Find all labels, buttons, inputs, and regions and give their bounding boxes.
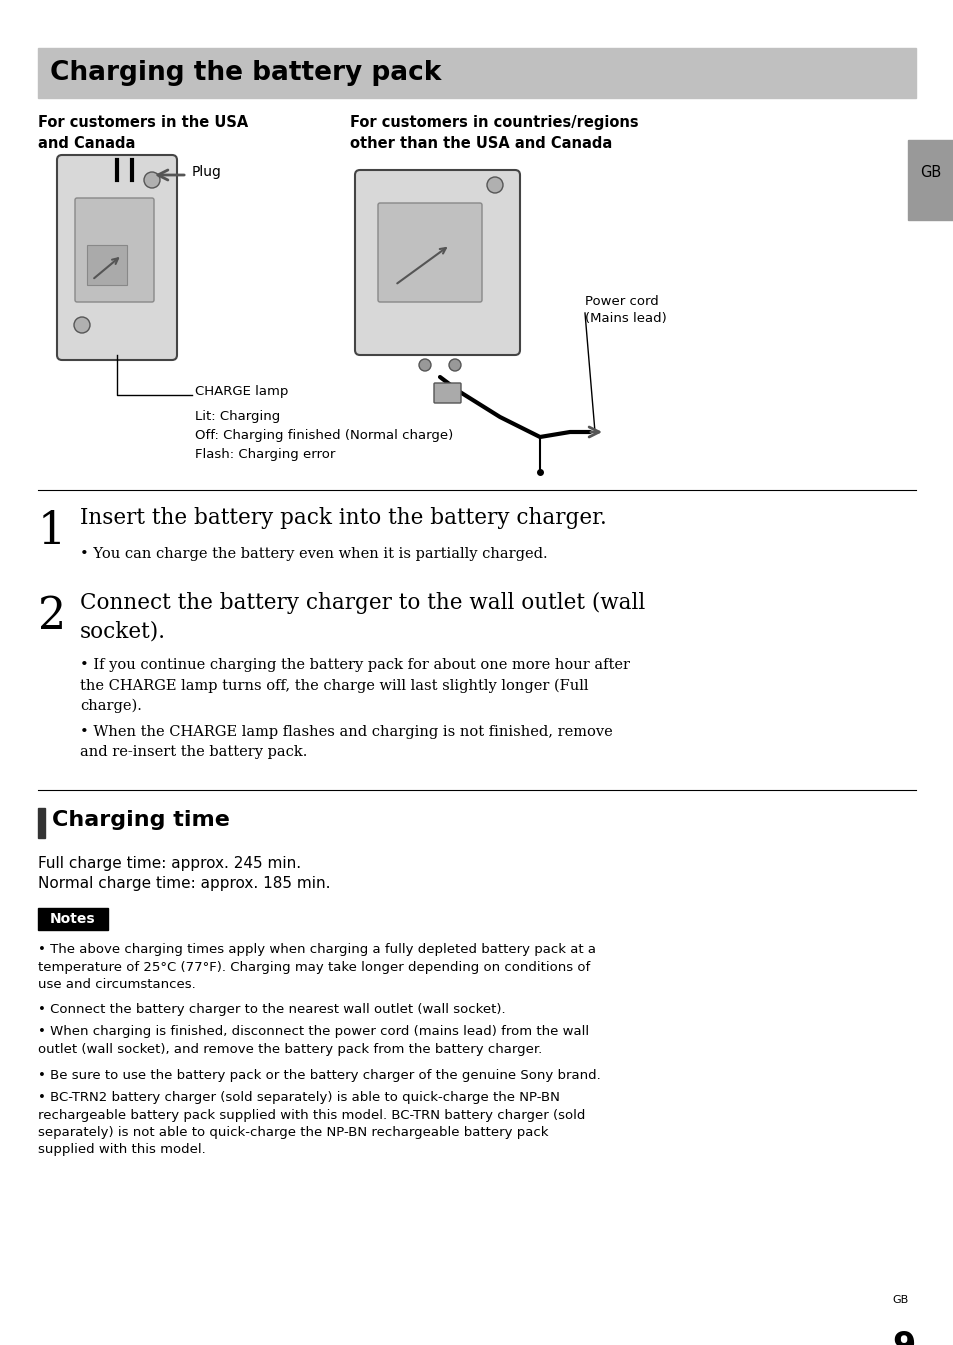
Bar: [38, 908, 108, 929]
Text: • The above charging times apply when charging a fully depleted battery pack at : • The above charging times apply when ch…: [38, 943, 596, 991]
Text: Off: Charging finished (Normal charge): Off: Charging finished (Normal charge): [194, 429, 453, 443]
Text: CHARGE lamp: CHARGE lamp: [194, 385, 288, 398]
Circle shape: [144, 172, 160, 188]
Polygon shape: [87, 245, 127, 285]
Text: 2: 2: [38, 594, 66, 638]
Text: Charging the battery pack: Charging the battery pack: [50, 61, 441, 86]
Text: • When the CHARGE lamp flashes and charging is not finished, remove
and re-inser: • When the CHARGE lamp flashes and charg…: [80, 725, 612, 759]
FancyBboxPatch shape: [75, 198, 153, 303]
Text: Connect the battery charger to the wall outlet (wall
socket).: Connect the battery charger to the wall …: [80, 592, 644, 642]
FancyBboxPatch shape: [355, 169, 519, 355]
Text: Full charge time: approx. 245 min.: Full charge time: approx. 245 min.: [38, 855, 301, 872]
Text: • Connect the battery charger to the nearest wall outlet (wall socket).: • Connect the battery charger to the nea…: [38, 1003, 505, 1015]
Text: • When charging is finished, disconnect the power cord (mains lead) from the wal: • When charging is finished, disconnect …: [38, 1025, 589, 1056]
Circle shape: [486, 178, 502, 192]
FancyBboxPatch shape: [434, 383, 460, 404]
Text: • You can charge the battery even when it is partially charged.: • You can charge the battery even when i…: [80, 547, 547, 561]
Text: Power cord
(Mains lead): Power cord (Mains lead): [584, 295, 666, 325]
FancyBboxPatch shape: [377, 203, 481, 303]
Circle shape: [418, 359, 431, 371]
Text: Normal charge time: approx. 185 min.: Normal charge time: approx. 185 min.: [38, 876, 330, 890]
Text: GB: GB: [919, 165, 941, 180]
Text: Lit: Charging: Lit: Charging: [194, 410, 280, 422]
Text: 9: 9: [891, 1330, 914, 1345]
Text: Charging time: Charging time: [52, 810, 230, 830]
Text: For customers in countries/regions
other than the USA and Canada: For customers in countries/regions other…: [350, 116, 638, 151]
Text: • BC-TRN2 battery charger (sold separately) is able to quick-charge the NP-BN
re: • BC-TRN2 battery charger (sold separate…: [38, 1091, 585, 1157]
Text: Notes: Notes: [51, 912, 95, 925]
Text: Insert the battery pack into the battery charger.: Insert the battery pack into the battery…: [80, 507, 606, 529]
Text: GB: GB: [891, 1295, 907, 1305]
Text: • Be sure to use the battery pack or the battery charger of the genuine Sony bra: • Be sure to use the battery pack or the…: [38, 1069, 600, 1081]
Bar: [38, 808, 45, 838]
Bar: [907, 140, 953, 221]
Text: Plug: Plug: [192, 165, 222, 179]
FancyBboxPatch shape: [57, 155, 177, 360]
Bar: [38, 48, 915, 98]
Text: • If you continue charging the battery pack for about one more hour after
the CH: • If you continue charging the battery p…: [80, 658, 629, 713]
Text: 1: 1: [38, 510, 66, 553]
Text: Flash: Charging error: Flash: Charging error: [194, 448, 335, 461]
Text: For customers in the USA
and Canada: For customers in the USA and Canada: [38, 116, 248, 151]
Circle shape: [74, 317, 90, 334]
Circle shape: [449, 359, 460, 371]
